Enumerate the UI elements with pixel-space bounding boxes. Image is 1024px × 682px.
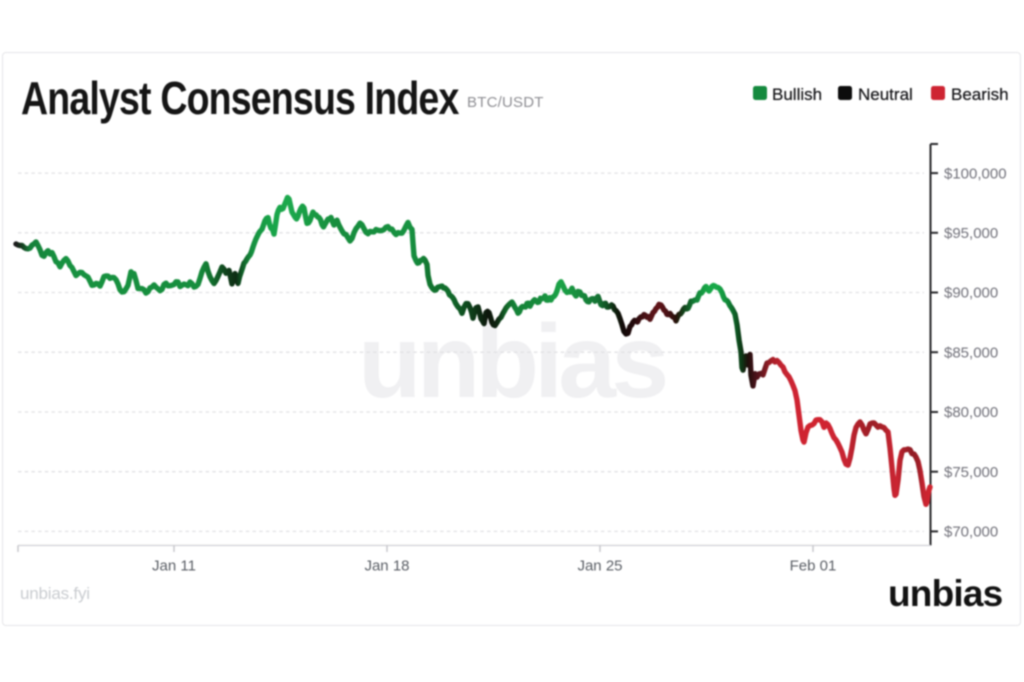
svg-text:Jan 11: Jan 11 — [152, 558, 196, 575]
svg-text:$90,000: $90,000 — [944, 285, 998, 302]
svg-text:$95,000: $95,000 — [944, 225, 998, 242]
svg-text:unbias: unbias — [358, 304, 665, 420]
svg-text:$100,000: $100,000 — [944, 165, 1007, 182]
svg-text:Jan 25: Jan 25 — [577, 558, 622, 575]
svg-text:Feb 01: Feb 01 — [790, 558, 837, 575]
svg-text:$75,000: $75,000 — [944, 464, 998, 481]
svg-text:$70,000: $70,000 — [944, 524, 998, 541]
svg-text:Jan 18: Jan 18 — [364, 558, 409, 575]
svg-text:$85,000: $85,000 — [944, 344, 998, 361]
svg-text:$80,000: $80,000 — [944, 404, 998, 421]
